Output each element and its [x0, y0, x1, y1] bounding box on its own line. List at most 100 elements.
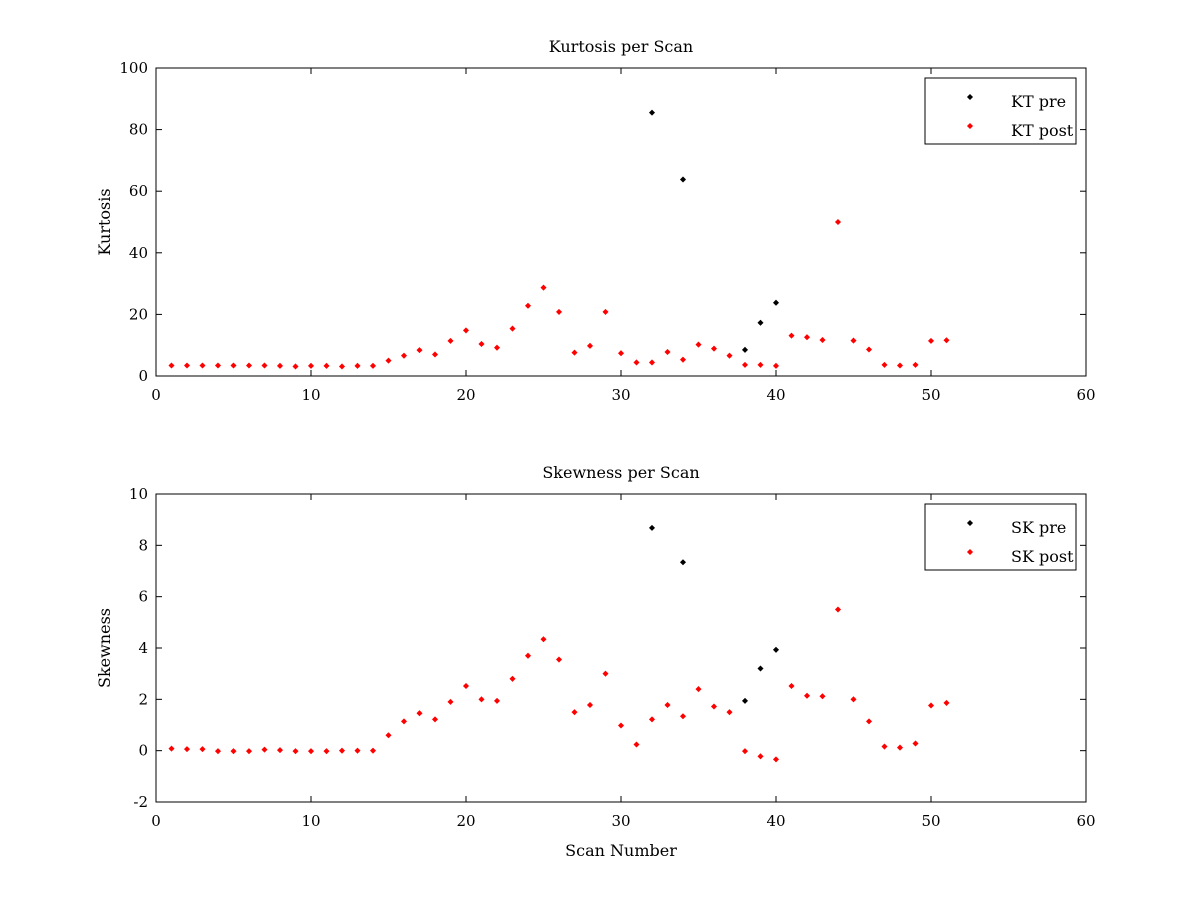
- data-point: [168, 745, 175, 752]
- data-point: [183, 362, 191, 369]
- data-point: [633, 741, 640, 748]
- data-point: [354, 747, 361, 754]
- data-point: [369, 362, 377, 369]
- data-point: [648, 524, 656, 531]
- data-point: [617, 722, 625, 729]
- legend-label: SK post: [1011, 547, 1074, 566]
- data-point: [261, 362, 268, 369]
- data-point: [292, 748, 299, 755]
- data-point: [385, 357, 392, 364]
- data-point: [571, 349, 578, 356]
- y-tick-label: 2: [138, 690, 148, 708]
- data-point: [214, 748, 222, 755]
- data-point: [850, 696, 857, 703]
- data-point: [679, 176, 687, 183]
- legend-label: KT pre: [1011, 92, 1066, 111]
- y-tick-label: 6: [138, 588, 148, 606]
- data-point: [292, 363, 299, 370]
- data-point: [416, 710, 423, 717]
- data-point: [586, 342, 594, 349]
- data-point: [850, 337, 857, 344]
- data-point: [524, 652, 532, 659]
- data-point: [447, 698, 454, 705]
- data-point: [788, 332, 795, 339]
- data-point: [586, 701, 594, 709]
- data-point: [927, 337, 935, 344]
- chart-panel-1: 0 10 20 30 40 50 60 0 20 40 60 80 100 Kurtosis per Sc…: [95, 37, 1096, 404]
- data-point: [772, 299, 780, 306]
- data-point: [819, 693, 826, 700]
- x-axis-label: Scan Number: [565, 841, 677, 860]
- x-tick-label: 10: [301, 812, 320, 830]
- data-point: [695, 341, 702, 348]
- data-point: [788, 682, 795, 690]
- data-point: [230, 362, 237, 369]
- series-kt-post: [168, 218, 950, 370]
- data-point: [168, 362, 175, 369]
- data-point: [741, 697, 749, 704]
- data-point: [555, 656, 563, 663]
- data-point: [679, 559, 687, 566]
- legend-box: [924, 503, 1077, 571]
- legend: KT pre KT post: [924, 77, 1077, 145]
- x-tick-label: 30: [611, 812, 630, 830]
- data-point: [648, 109, 656, 116]
- legend-box: [924, 77, 1077, 145]
- data-point: [912, 740, 919, 747]
- data-point: [462, 682, 470, 690]
- data-point: [664, 701, 671, 709]
- x-tick-label: 20: [456, 812, 475, 830]
- data-point: [338, 363, 346, 370]
- data-point: [757, 319, 764, 326]
- x-tick-label: 0: [151, 812, 161, 830]
- legend: SK pre SK post: [924, 503, 1077, 571]
- data-point: [865, 346, 873, 353]
- data-point: [602, 308, 609, 315]
- data-point: [369, 747, 377, 754]
- data-point: [819, 336, 826, 343]
- data-point: [695, 686, 702, 693]
- data-point: [617, 350, 625, 357]
- data-point: [400, 352, 408, 359]
- data-point: [943, 699, 950, 706]
- data-point: [431, 351, 439, 358]
- chart-title: Kurtosis per Scan: [549, 37, 693, 56]
- y-axis-label: Kurtosis: [95, 188, 114, 255]
- data-point: [230, 748, 237, 755]
- data-point: [834, 218, 842, 226]
- data-point: [261, 746, 268, 753]
- data-point: [199, 362, 206, 369]
- data-point: [927, 702, 935, 709]
- data-point: [710, 345, 718, 352]
- data-point: [462, 327, 470, 334]
- data-point: [726, 352, 733, 359]
- y-axis-label: Skewness: [95, 608, 114, 688]
- x-tick-label: 50: [921, 386, 940, 404]
- legend-marker: [966, 93, 974, 101]
- data-point: [540, 636, 547, 643]
- data-point: [602, 670, 609, 677]
- series-sk-pre: [648, 524, 780, 704]
- data-point: [571, 709, 578, 716]
- data-point: [493, 344, 501, 351]
- data-point: [679, 713, 687, 720]
- data-point: [943, 337, 950, 344]
- data-point: [741, 346, 749, 353]
- data-point: [323, 362, 330, 369]
- x-tick-label: 40: [766, 812, 785, 830]
- series-sk-post: [168, 606, 950, 763]
- data-point: [896, 744, 904, 751]
- data-point: [834, 606, 842, 613]
- data-point: [478, 340, 485, 347]
- y-tick-label: 100: [119, 59, 148, 77]
- y-tick-label: 60: [129, 182, 148, 200]
- x-tick-label: 60: [1076, 386, 1095, 404]
- data-point: [865, 718, 873, 725]
- data-point: [338, 747, 346, 754]
- data-point: [509, 325, 516, 332]
- y-tick-label: 40: [129, 244, 148, 262]
- data-point: [307, 362, 315, 369]
